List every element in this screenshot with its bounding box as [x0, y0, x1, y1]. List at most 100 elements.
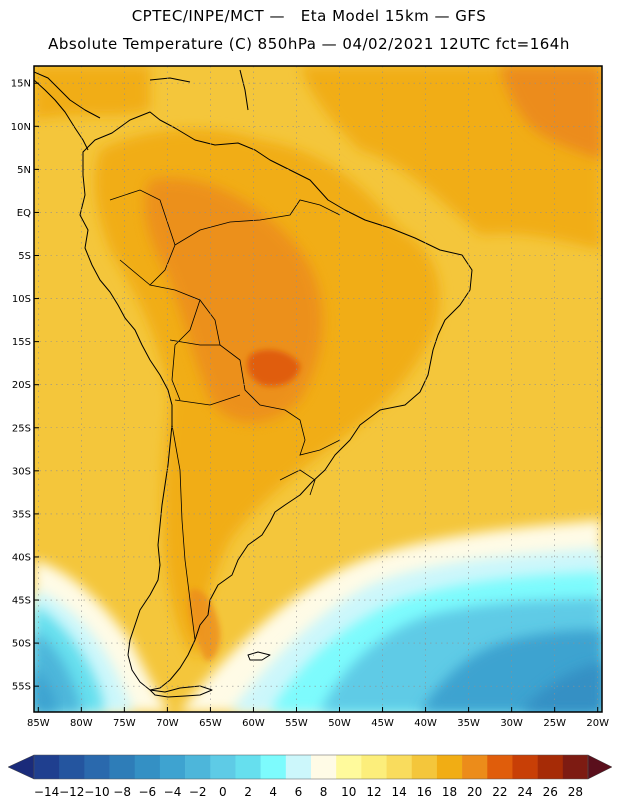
- lat-tick-label: 20S: [12, 380, 31, 391]
- lon-tick-label: 30W: [500, 718, 523, 729]
- lat-tick-label: 5S: [18, 251, 31, 262]
- lon-tick-label: 75W: [113, 718, 136, 729]
- lat-tick-label: EQ: [17, 208, 31, 219]
- lat-tick-label: 35S: [12, 509, 31, 520]
- colorbar-label: 4: [269, 785, 277, 799]
- colorbar-swatch: [311, 755, 337, 779]
- lon-tick-label: 70W: [156, 718, 179, 729]
- lat-tick-label: 10S: [12, 294, 31, 305]
- border-andes: [109, 189, 241, 406]
- colorbar-swatch: [462, 755, 488, 779]
- colorbar-high-arrow: [587, 754, 613, 780]
- colorbar-label: 28: [568, 785, 583, 799]
- colorbar-label: −4: [164, 785, 182, 799]
- lon-tick-label: 80W: [70, 718, 93, 729]
- south-america-coastline: [79, 111, 473, 691]
- colorbar-swatch: [185, 755, 211, 779]
- lat-tick-label: 45S: [12, 596, 31, 607]
- colorbar-swatch: [436, 755, 463, 779]
- colorbar-label: −12: [59, 785, 84, 799]
- temperature-field: [34, 66, 602, 712]
- colorbar-swatch: [386, 755, 413, 779]
- field-band-neg4-west: [34, 665, 58, 712]
- colorbar-swatch: [159, 755, 186, 779]
- colorbar-label: 22: [492, 785, 507, 799]
- lat-tick-label: 25S: [12, 423, 31, 434]
- lat-tick-label: 15S: [12, 337, 31, 348]
- central-america-north: [34, 71, 101, 119]
- colorbar-label: 8: [320, 785, 328, 799]
- lat-tick-label: 30S: [12, 466, 31, 477]
- map-title-line2: Absolute Temperature (C) 850hPa — 04/02/…: [48, 35, 570, 53]
- colorbar-label: 10: [341, 785, 356, 799]
- colorbar-swatch: [361, 755, 387, 779]
- caribbean-islands: [149, 69, 249, 111]
- border-brazil: [149, 199, 341, 456]
- border-uruguay: [279, 469, 316, 496]
- colorbar-label: 20: [467, 785, 482, 799]
- lon-tick-label: 50W: [328, 718, 351, 729]
- colorbar-label: −6: [138, 785, 156, 799]
- lat-tick-label: 55S: [12, 682, 31, 693]
- lon-tick-label: 60W: [242, 718, 265, 729]
- lon-tick-label: 45W: [371, 718, 394, 729]
- lat-tick-label: 15N: [11, 79, 31, 90]
- map-title-line1: CPTEC/INPE/MCT — Eta Model 15km — GFS: [131, 7, 487, 25]
- colorbar-swatch: [84, 755, 110, 779]
- colorbar-label: −10: [84, 785, 109, 799]
- colorbar-low-arrow: [7, 754, 35, 780]
- colorbar-swatch: [235, 755, 261, 779]
- lon-tick-label: 55W: [285, 718, 308, 729]
- central-america-coast: [34, 79, 89, 151]
- colorbar-swatch: [210, 755, 236, 779]
- lon-tick-label: 65W: [199, 718, 222, 729]
- colorbar-swatch: [260, 755, 287, 779]
- field-warm-northwest: [34, 66, 150, 120]
- lon-tick-label: 25W: [543, 718, 566, 729]
- lon-tick-label: 35W: [457, 718, 480, 729]
- graticule: [34, 66, 602, 712]
- colorbar-label: 18: [442, 785, 457, 799]
- lon-tick-label: 40W: [414, 718, 437, 729]
- lon-tick-label: 85W: [27, 718, 50, 729]
- colorbar-label: −14: [34, 785, 59, 799]
- coastlines: [34, 69, 473, 698]
- colorbar-swatch: [109, 755, 136, 779]
- colorbar-swatch: [285, 755, 312, 779]
- colorbar-swatch: [134, 755, 161, 779]
- colorbar-label: 14: [391, 785, 406, 799]
- tierra-del-fuego: [149, 685, 213, 698]
- colorbar-label: −8: [113, 785, 131, 799]
- colorbar-swatch: [512, 755, 538, 779]
- colorbar-swatch: [411, 755, 438, 779]
- field-hotspot-pantanal: [247, 349, 300, 387]
- lat-tick-label: 5N: [17, 165, 31, 176]
- colorbar-label: 2: [244, 785, 252, 799]
- colorbar-frame: [33, 754, 589, 780]
- colorbar-label: 16: [417, 785, 432, 799]
- country-borders: [109, 189, 341, 641]
- colorbar-swatch: [34, 755, 60, 779]
- colorbar-swatch: [336, 755, 362, 779]
- lat-tick-label: 50S: [12, 639, 31, 650]
- lat-tick-label: 40S: [12, 552, 31, 563]
- lat-tick-label: 10N: [11, 122, 31, 133]
- axis-ticks: 15N 10N 5N EQ 5S 10S 15S 20S 25S 30S 35S 40S 45S 50S 5…: [11, 79, 609, 729]
- falklands: [247, 651, 271, 661]
- colorbar-label: 0: [219, 785, 227, 799]
- map-frame: [33, 65, 603, 713]
- colorbar-label: 12: [366, 785, 381, 799]
- border-argentina: [171, 424, 196, 641]
- colorbar-label: 26: [543, 785, 558, 799]
- colorbar-label: −2: [189, 785, 207, 799]
- field-hot-northeast: [500, 66, 602, 160]
- colorbar-swatch: [487, 755, 513, 779]
- field-warm-patagonia: [188, 589, 221, 661]
- colorbar-swatch: [537, 755, 564, 779]
- colorbar: −14 −12 −10 −8 −6 −4 −2 0 2 4 6 8 10 12 14 16 18 20 22 24 26…: [7, 754, 613, 799]
- colorbar-label: 24: [517, 785, 532, 799]
- colorbar-swatch: [562, 755, 589, 779]
- lon-tick-label: 20W: [586, 718, 609, 729]
- field-band-neg6: [520, 662, 602, 712]
